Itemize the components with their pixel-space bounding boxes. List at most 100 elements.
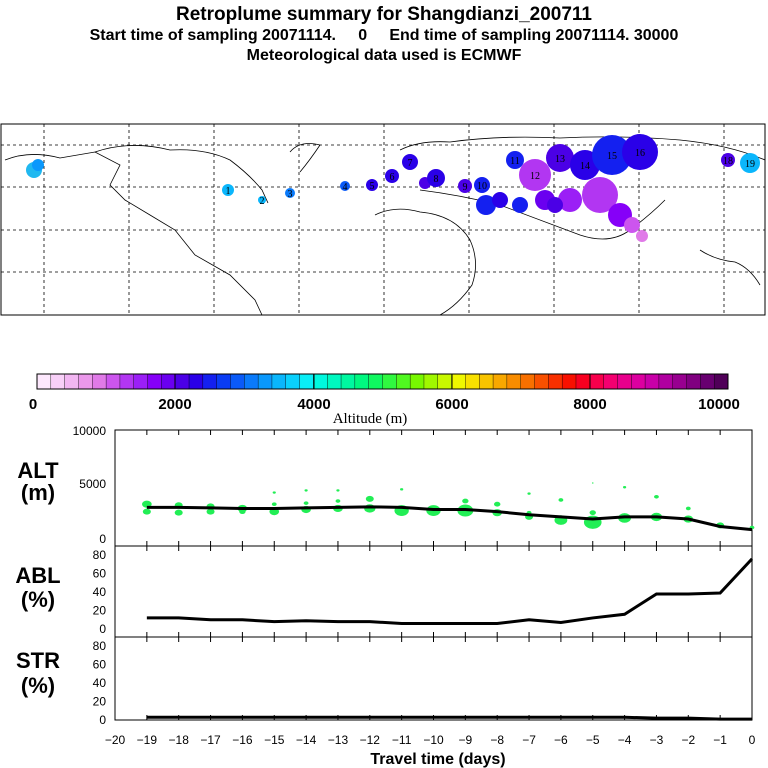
x-tick-label: −19 [137, 733, 158, 747]
colorbar-swatch [382, 373, 397, 390]
colorbar-swatch [368, 373, 383, 390]
x-tick-label: −4 [618, 733, 632, 747]
map-plume-circle [258, 196, 266, 204]
map-day-label: 18 [723, 156, 733, 167]
y-tick-label: 0 [99, 622, 106, 636]
alt-particle-point [589, 510, 596, 516]
alt-particle-point [271, 502, 277, 507]
map-day-label: 14 [580, 161, 590, 172]
colorbar-swatch [520, 373, 536, 390]
x-axis-title: Travel time (days) [370, 751, 505, 768]
colorbar-swatch [451, 373, 466, 390]
x-tick-label: −20 [105, 733, 126, 747]
colorbar-swatch [713, 373, 729, 390]
x-tick-label: −5 [586, 733, 600, 747]
alt-particle-point [335, 499, 341, 503]
x-tick-label: −1 [713, 733, 727, 747]
colorbar-swatch [479, 373, 494, 390]
altitude-colorbar: 0 2000 4000 6000 8000 10000 Altitude (m) [29, 373, 740, 427]
colorbar-swatch [147, 373, 162, 390]
colorbar-tick-4000: 4000 [297, 396, 330, 413]
alt-particle-point [494, 501, 501, 507]
colorbar-swatch [534, 373, 549, 390]
alt-particle-point [304, 489, 308, 492]
colorbar-swatch [202, 373, 218, 390]
colorbar-swatch [285, 373, 301, 390]
alt-particle-point [654, 494, 659, 499]
map-day-label: 3 [288, 189, 293, 200]
colorbar-swatch [686, 373, 701, 390]
map-plume-circle [474, 177, 490, 193]
colorbar-swatch [230, 373, 245, 390]
colorbar-swatch [492, 373, 508, 390]
colorbar-swatch [437, 373, 453, 390]
str-ylabel-name: STR [16, 648, 60, 673]
y-tick-label: 20 [93, 604, 107, 618]
colorbar-swatch [271, 373, 287, 390]
colorbar-swatch [78, 373, 93, 390]
alt-particle-point [685, 506, 691, 511]
map-plume-circle [519, 159, 551, 191]
x-tick-label: −3 [650, 733, 664, 747]
x-tick-label: −16 [232, 733, 253, 747]
str-ylabel-unit: (%) [21, 673, 55, 698]
map-day-label: 7 [408, 158, 413, 169]
map-plume-markers: 19 18 16 15 14 13 12 11 10 9 8 7 6 5 4 3 2 1 [26, 134, 760, 242]
alt-particle-point [400, 488, 404, 491]
colorbar-swatch [561, 373, 577, 390]
alt-particle-point [462, 498, 469, 504]
map-plume-circle [582, 177, 618, 213]
colorbar-swatch [161, 373, 176, 390]
abl-ylabel-unit: (%) [21, 587, 55, 612]
y-tick-label: 40 [93, 676, 107, 690]
x-tick-label: 0 [749, 733, 756, 747]
colorbar-swatch [465, 373, 480, 390]
colorbar-swatch [50, 373, 66, 390]
colorbar-swatch [548, 373, 563, 390]
colorbar-swatch [506, 373, 522, 390]
alt-ytick-0: 0 [99, 532, 106, 546]
alt-ylabel-name: ALT [17, 458, 59, 483]
map-day-label: 5 [370, 181, 375, 192]
map-plume-circle [492, 192, 508, 208]
map-day-label: 16 [635, 148, 645, 159]
alt-particle-scatter [142, 482, 755, 530]
map-day-label: 11 [510, 156, 520, 167]
alt-particle-point [206, 508, 215, 515]
alt-particle-point [272, 491, 276, 494]
map-day-label: 15 [607, 151, 617, 162]
colorbar-tick-2000: 2000 [158, 396, 191, 413]
x-tick-label: −11 [392, 733, 412, 747]
x-tick-label: −15 [264, 733, 285, 747]
abl-fraction-line [146, 557, 754, 625]
map-plume-circle [624, 217, 640, 233]
alt-particle-point [303, 501, 309, 505]
x-tick-label: −10 [423, 733, 444, 747]
colorbar-swatch [174, 373, 190, 390]
map-plume-circle [622, 134, 658, 170]
chart-title: Retroplume summary for Shangdianzi_20071… [175, 4, 593, 25]
map-plume-circle [512, 197, 528, 213]
map-plume-circle [558, 188, 582, 212]
map-plume-circle [636, 230, 648, 242]
map-day-label: 6 [390, 172, 395, 183]
map-plume-circle [427, 169, 445, 187]
colorbar-swatch [354, 373, 370, 390]
alt-ytick-10000: 10000 [73, 424, 107, 438]
panels-frame [114, 429, 753, 721]
colorbar-tick-8000: 8000 [573, 396, 606, 413]
colorbar-major-ticks [174, 374, 591, 389]
map-plume-circle [222, 184, 234, 196]
sampling-time-subtitle: Start time of sampling 20071114. 0 End t… [89, 27, 679, 44]
map-plume-circle [32, 159, 44, 171]
colorbar-swatch [327, 373, 342, 390]
colorbar-swatch [216, 373, 231, 390]
y-tick-label: 60 [93, 658, 107, 672]
colorbar-swatch [575, 373, 591, 390]
y-tick-label: 20 [93, 695, 107, 709]
alt-particle-point [239, 509, 246, 515]
colorbar-tick-10000: 10000 [698, 396, 740, 413]
colorbar-swatch [188, 373, 204, 390]
map-day-label: 13 [555, 154, 565, 165]
x-tick-label: −17 [200, 733, 221, 747]
